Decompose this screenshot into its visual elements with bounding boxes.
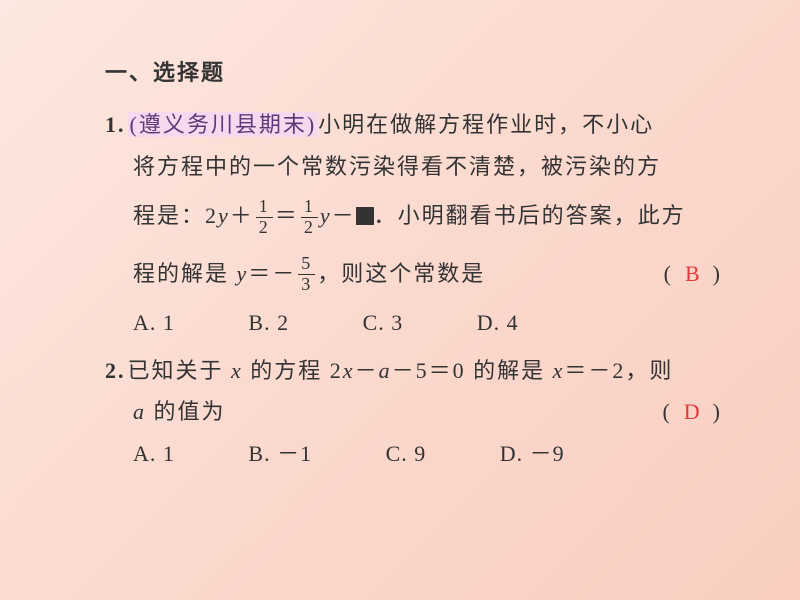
q1-line3: 程是：2y＋12＝12y－．小明翻看书后的答案，此方 bbox=[105, 187, 720, 244]
q2-var-x3: x bbox=[553, 358, 565, 383]
q2-option-d: D. －9 bbox=[500, 433, 565, 475]
frac-den: 3 bbox=[298, 274, 315, 295]
q1-text-3a: 程是：2 bbox=[133, 203, 218, 228]
q1-answer-group: ( B ) bbox=[664, 245, 720, 302]
q1-frac-half-1: 12 bbox=[256, 197, 273, 238]
q1-line4: 程的解是 y＝－53，则这个常数是 ( B ) bbox=[105, 245, 720, 302]
q2-text-1d: ＝－2，则 bbox=[564, 358, 673, 383]
question-2: 2.已知关于 x 的方程 2x－a－5＝0 的解是 x＝－2，则 a 的值为 (… bbox=[105, 350, 720, 475]
frac-den: 2 bbox=[301, 217, 318, 238]
question-1: 1.(遵义务川县期末)小明在做解方程作业时，不小心 将方程中的一个常数污染得看不… bbox=[105, 104, 720, 344]
q1-frac-half-2: 12 bbox=[301, 197, 318, 238]
q1-option-c: C. 3 bbox=[363, 302, 404, 344]
q1-plus: ＋ bbox=[230, 203, 254, 228]
q1-option-b: B. 2 bbox=[248, 302, 289, 344]
frac-num: 5 bbox=[298, 254, 315, 274]
section-title: 一、选择题 bbox=[105, 52, 720, 94]
q1-eq: ＝ bbox=[275, 203, 299, 228]
q2-line1: 2.已知关于 x 的方程 2x－a－5＝0 的解是 x＝－2，则 bbox=[105, 350, 720, 392]
q2-option-a: A. 1 bbox=[133, 433, 175, 475]
q2-text-1b: 的方程 2 bbox=[243, 358, 343, 383]
paren-left: ( bbox=[664, 261, 671, 286]
q2-number: 2. bbox=[105, 358, 126, 383]
q1-minus: － bbox=[332, 203, 356, 228]
q1-text-4a: 程的解是 bbox=[133, 261, 237, 286]
q1-eq2: ＝－ bbox=[248, 261, 296, 286]
q2-line2: a 的值为 ( D ) bbox=[105, 391, 720, 433]
q2-minus1: － bbox=[355, 358, 379, 383]
page-content: 一、选择题 1.(遵义务川县期末)小明在做解方程作业时，不小心 将方程中的一个常… bbox=[0, 0, 800, 475]
q1-var-y3: y bbox=[237, 261, 249, 286]
q2-answer-group: ( D ) bbox=[662, 391, 720, 433]
q2-answer: D bbox=[684, 399, 702, 424]
q1-line1: 1.(遵义务川县期末)小明在做解方程作业时，不小心 bbox=[105, 104, 720, 146]
q1-text-3b: ．小明翻看书后的答案，此方 bbox=[374, 203, 686, 228]
q1-text-4b: ，则这个常数是 bbox=[317, 261, 485, 286]
q1-number: 1. bbox=[105, 112, 126, 137]
q1-answer: B bbox=[685, 261, 702, 286]
q2-var-a: a bbox=[379, 358, 392, 383]
frac-num: 1 bbox=[301, 197, 318, 217]
q2-options: A. 1 B. －1 C. 9 D. －9 bbox=[105, 433, 720, 475]
q2-option-c: C. 9 bbox=[386, 433, 427, 475]
q2-var-a2: a bbox=[133, 399, 146, 424]
q2-text-2b: 的值为 bbox=[146, 399, 226, 424]
q1-var-y1: y bbox=[218, 203, 230, 228]
paren-right: ) bbox=[713, 261, 720, 286]
paren-right: ) bbox=[713, 399, 720, 424]
q1-var-y2: y bbox=[320, 203, 332, 228]
q2-var-x1: x bbox=[231, 358, 243, 383]
q2-option-b: B. －1 bbox=[248, 433, 312, 475]
black-square-icon bbox=[356, 207, 374, 225]
q1-option-d: D. 4 bbox=[477, 302, 519, 344]
frac-num: 1 bbox=[256, 197, 273, 217]
paren-left: ( bbox=[662, 399, 669, 424]
q1-option-a: A. 1 bbox=[133, 302, 175, 344]
q1-frac-53: 53 bbox=[298, 254, 315, 295]
q1-options: A. 1 B. 2 C. 3 D. 4 bbox=[105, 302, 720, 344]
q2-var-x2: x bbox=[343, 358, 355, 383]
frac-den: 2 bbox=[256, 217, 273, 238]
q1-text-1a: 小明在做解方程作业时，不小心 bbox=[318, 112, 654, 137]
q2-text-1c: －5＝0 的解是 bbox=[392, 358, 553, 383]
q2-text-1a: 已知关于 bbox=[128, 358, 232, 383]
q1-source: (遵义务川县期末) bbox=[128, 112, 319, 137]
q1-line2: 将方程中的一个常数污染得看不清楚，被污染的方 bbox=[105, 146, 720, 188]
